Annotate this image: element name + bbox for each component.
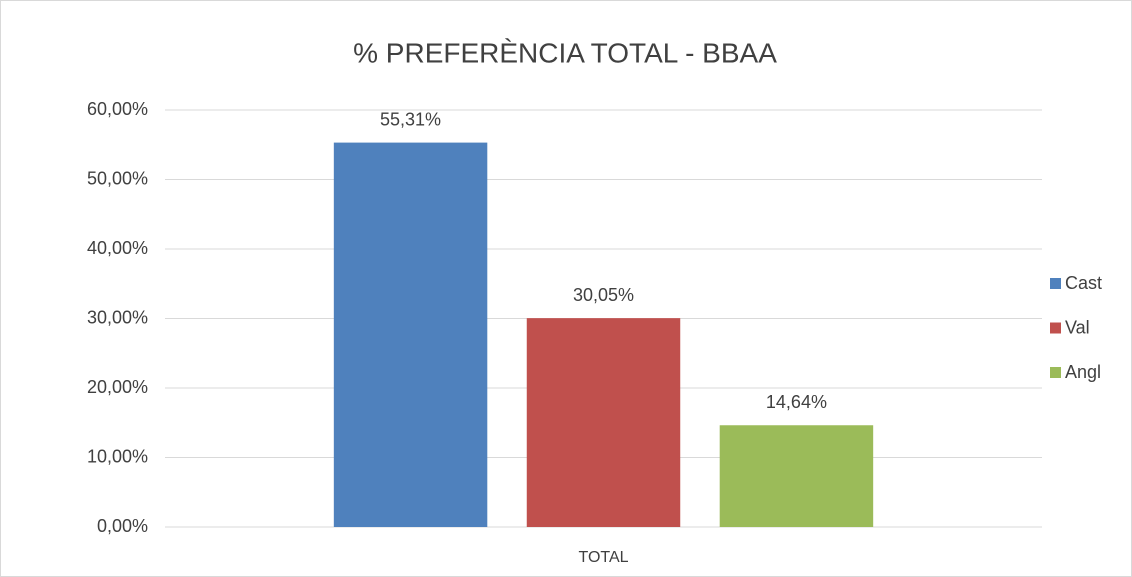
legend-swatch (1050, 367, 1061, 378)
legend-swatch (1050, 322, 1061, 334)
legend-label: Val (1065, 317, 1090, 337)
legend-label: Cast (1065, 273, 1102, 293)
y-tick-label: 60,00% (87, 99, 148, 119)
y-tick-label: 0,00% (97, 516, 148, 536)
chart-title: % PREFERÈNCIA TOTAL - BBAA (353, 37, 777, 68)
value-label: 14,64% (766, 392, 827, 412)
bar (333, 142, 488, 527)
y-tick-label: 10,00% (87, 446, 148, 466)
legend-swatch (1050, 278, 1061, 289)
y-tick-label: 50,00% (87, 168, 148, 188)
bar (526, 318, 681, 527)
x-tick-label: TOTAL (578, 549, 628, 566)
y-tick-label: 20,00% (87, 377, 148, 397)
y-tick-label: 40,00% (87, 238, 148, 258)
value-label: 55,31% (380, 109, 441, 129)
legend-label: Angl (1065, 362, 1101, 382)
value-label: 30,05% (573, 285, 634, 305)
y-tick-label: 30,00% (87, 307, 148, 327)
bar (719, 425, 874, 527)
